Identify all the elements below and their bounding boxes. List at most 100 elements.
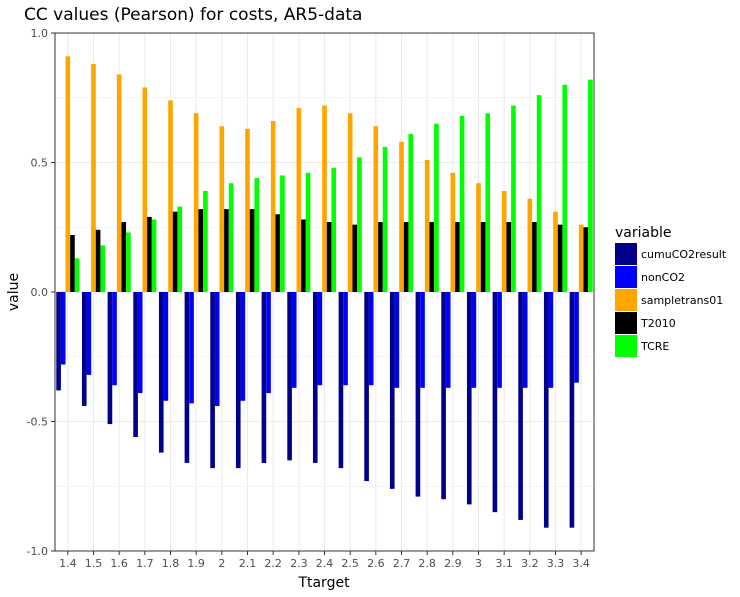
x-tick-label: 1.6 (110, 557, 128, 570)
x-tick-label: 2.3 (290, 557, 308, 570)
bar-nonCO2-2.8 (420, 292, 425, 388)
bar-sampletrans01-3.4 (578, 224, 584, 292)
x-tick-label: 2.9 (444, 557, 462, 570)
legend-label-TCRE: TCRE (640, 340, 669, 353)
legend-title: variable (615, 225, 671, 241)
y-axis: -1.0 -0.5 0.0 0.5 1.0 (27, 27, 55, 558)
x-tick-label: 3.1 (495, 557, 513, 570)
bar-cumuCO2result-3.3 (543, 292, 549, 528)
bar-sampletrans01-3.1 (501, 190, 507, 292)
bar-TCRE-2.1 (254, 178, 260, 292)
bar-T2010-2.3 (301, 219, 306, 292)
bar-nonCO2-1.6 (112, 292, 117, 386)
bar-nonCO2-3 (471, 292, 477, 388)
bar-cumuCO2result-1.8 (158, 292, 164, 453)
x-tick-label: 1.4 (59, 557, 77, 570)
bar-cumuCO2result-2 (210, 292, 215, 469)
x-tick-label: 1.5 (85, 557, 103, 570)
bar-sampletrans01-1.4 (65, 56, 71, 293)
bar-TCRE-3.3 (562, 84, 568, 292)
legend-label-sampletrans01: sampletrans01 (641, 294, 723, 307)
bar-cumuCO2result-2.9 (441, 292, 446, 500)
bar-TCRE-2.6 (382, 146, 388, 292)
x-axis-title: Ttarget (297, 575, 350, 591)
bar-sampletrans01-2.6 (373, 126, 379, 293)
x-tick-label: 1.7 (136, 557, 154, 570)
bar-T2010-2.9 (455, 222, 460, 292)
legend-label-T2010: T2010 (640, 317, 676, 330)
bar-cumuCO2result-2.5 (338, 292, 344, 469)
bar-sampletrans01-2.9 (450, 172, 456, 292)
x-tick-label: 1.8 (162, 557, 180, 570)
bar-sampletrans01-2 (219, 126, 225, 293)
x-tick-label: 2.2 (264, 557, 282, 570)
bar-nonCO2-1.4 (60, 292, 66, 365)
bar-TCRE-2.3 (305, 172, 311, 292)
bar-T2010-3.1 (506, 222, 512, 292)
y-tick-label: -0.5 (27, 416, 48, 429)
bar-sampletrans01-2.2 (270, 121, 276, 292)
bar-T2010-2 (224, 209, 229, 292)
bar-T2010-1.8 (172, 211, 178, 292)
bar-sampletrans01-2.8 (424, 159, 430, 292)
legend: variable cumuCO2result nonCO2 sampletrans0… (615, 225, 727, 357)
bar-sampletrans01-1.7 (142, 87, 148, 292)
bars (56, 56, 593, 528)
bar-TCRE-1.4 (74, 258, 80, 292)
x-tick-label: 2.4 (316, 557, 334, 570)
bar-T2010-3.4 (583, 227, 589, 292)
legend-key-T2010 (615, 312, 637, 334)
bar-cumuCO2result-2.3 (287, 292, 292, 461)
bar-T2010-1.6 (121, 222, 127, 292)
bar-sampletrans01-3.2 (527, 198, 533, 292)
bar-nonCO2-2.9 (445, 292, 451, 388)
x-tick-label: 2.8 (418, 557, 436, 570)
bar-nonCO2-3.1 (497, 292, 502, 388)
x-tick-label: 2.6 (367, 557, 385, 570)
bar-cumuCO2result-3.2 (518, 292, 523, 520)
bar-sampletrans01-1.5 (91, 64, 96, 292)
bar-TCRE-2.4 (331, 167, 337, 292)
y-tick-label: 1.0 (31, 27, 49, 40)
bar-TCRE-3.1 (511, 105, 516, 293)
x-tick-label: 2.5 (341, 557, 359, 570)
legend-key-cumuCO2result (615, 243, 637, 265)
bar-TCRE-1.9 (203, 190, 208, 292)
x-axis: 1.4 1.5 1.6 1.7 1.8 1.9 2 2.1 2.2 2.3 2.4 2.5 2.6 2.7… (59, 551, 590, 570)
bar-TCRE-3.2 (536, 95, 542, 292)
x-tick-label: 3.2 (521, 557, 539, 570)
y-tick-label: 0.5 (31, 157, 49, 170)
bar-TCRE-2 (228, 183, 234, 292)
y-axis-title: value (6, 273, 22, 311)
bar-nonCO2-2.3 (291, 292, 297, 388)
bar-sampletrans01-2.7 (399, 141, 404, 292)
bar-nonCO2-1.8 (163, 292, 169, 401)
bar-sampletrans01-1.6 (116, 74, 122, 292)
bar-sampletrans01-1.8 (168, 100, 173, 292)
legend-key-nonCO2 (615, 266, 637, 288)
bar-TCRE-3.4 (588, 79, 593, 293)
bar-cumuCO2result-2.7 (389, 292, 395, 489)
x-tick-label: 2.7 (393, 557, 411, 570)
bar-sampletrans01-1.9 (193, 113, 199, 292)
bar-cumuCO2result-2.6 (364, 292, 369, 482)
bar-cumuCO2result-2.2 (261, 292, 267, 463)
bar-sampletrans01-2.1 (245, 128, 250, 292)
bar-cumuCO2result-1.5 (81, 292, 87, 406)
bar-T2010-1.4 (70, 235, 75, 292)
bar-sampletrans01-3 (476, 183, 481, 292)
bar-T2010-2.1 (249, 209, 255, 292)
bar-nonCO2-2.5 (343, 292, 348, 386)
bar-nonCO2-1.9 (189, 292, 194, 404)
x-tick-label: 3.4 (572, 557, 590, 570)
bar-sampletrans01-2.4 (322, 105, 327, 293)
x-tick-label: 1.9 (187, 557, 205, 570)
bar-cumuCO2result-3 (466, 292, 472, 505)
legend-label-cumuCO2result: cumuCO2result (641, 248, 727, 261)
bar-cumuCO2result-3.1 (492, 292, 498, 513)
bar-cumuCO2result-1.6 (107, 292, 113, 425)
bar-nonCO2-2.1 (240, 292, 246, 401)
bar-cumuCO2result-2.4 (312, 292, 318, 463)
bar-T2010-2.4 (326, 222, 332, 292)
